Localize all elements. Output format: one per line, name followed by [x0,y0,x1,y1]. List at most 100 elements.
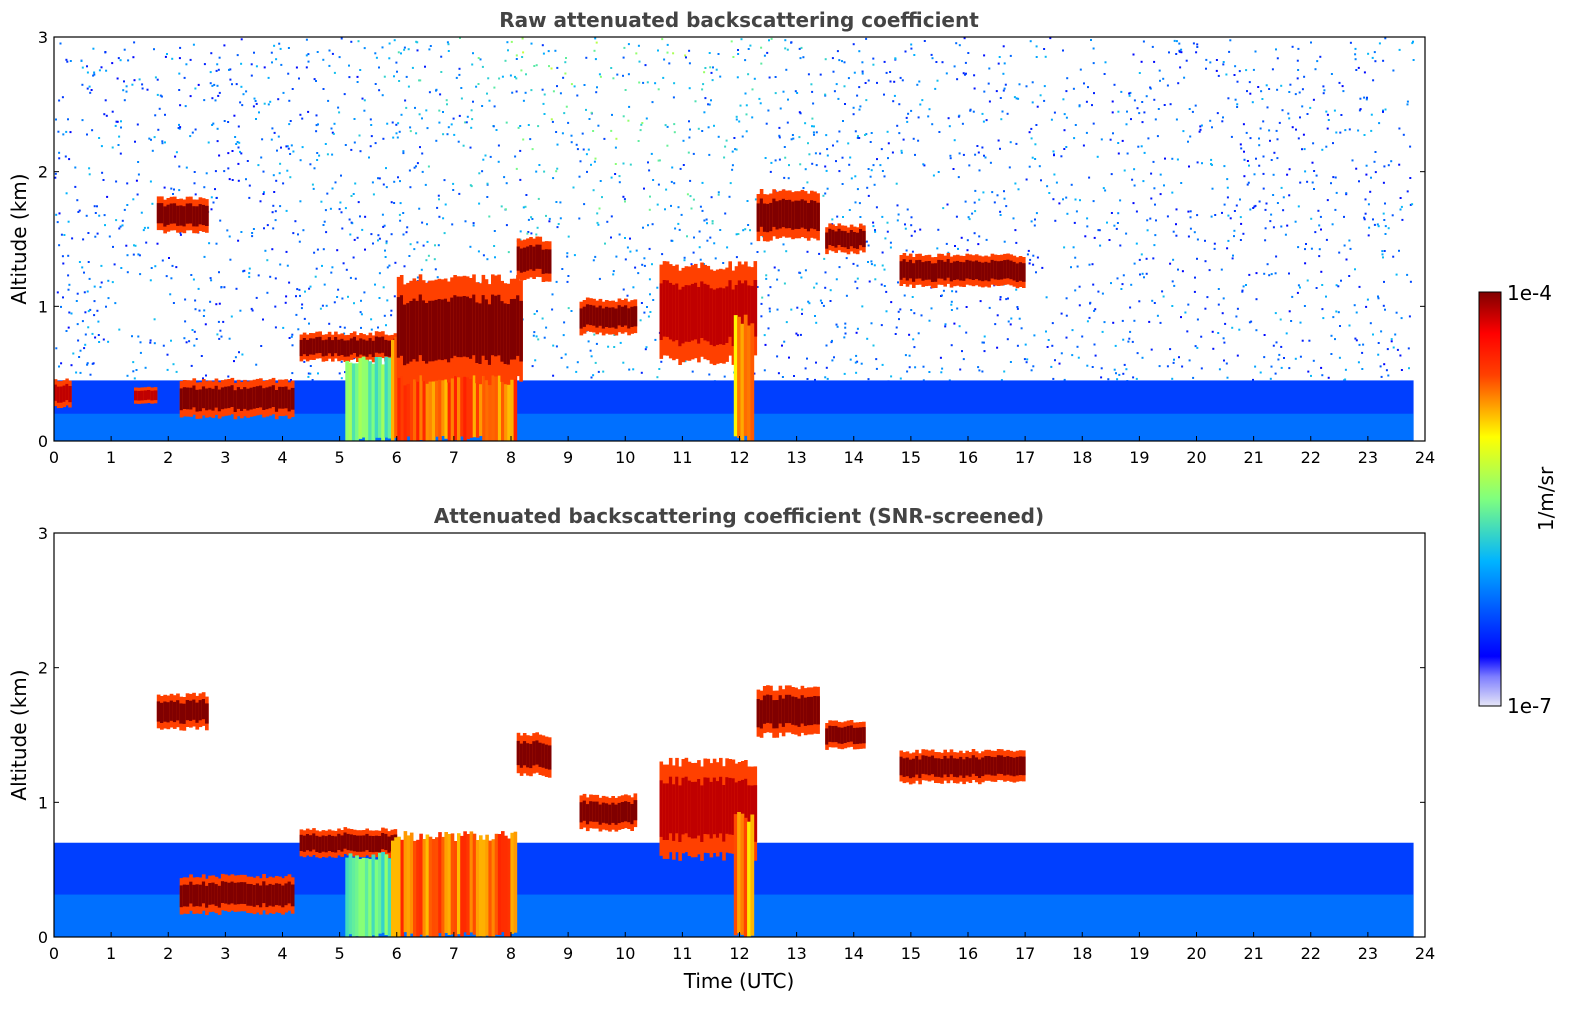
noise-cell [1074,289,1077,292]
noise-cell [673,123,676,126]
precip-cell [463,343,467,441]
noise-cell [559,201,562,204]
cloud-core [675,776,679,834]
noise-cell [1187,235,1190,238]
noise-cell [875,206,878,209]
precip-cell [747,325,751,441]
noise-cell [217,94,220,97]
noise-cell [238,141,241,144]
y-tick-label: 1 [38,793,48,812]
x-tick-label: 14 [844,944,864,963]
noise-cell [666,51,669,54]
noise-cell [950,300,953,303]
noise-cell [594,37,597,40]
noise-cell [735,148,738,151]
noise-cell [1047,339,1050,341]
noise-cell [1166,365,1169,368]
noise-cell [486,258,489,261]
noise-cell [627,73,630,76]
noise-cell [1086,225,1089,228]
noise-cell [271,61,273,64]
cloud-core [469,298,473,359]
noise-cell [906,120,909,123]
noise-cell [204,323,207,326]
noise-cell [844,326,847,329]
cloud-core [302,835,307,852]
noise-cell [1288,91,1291,93]
noise-cell [457,140,460,143]
precip-cell [425,834,430,936]
cloud-core [387,340,391,357]
noise-cell [592,189,595,192]
noise-cell [1299,116,1301,119]
noise-cell [616,73,619,76]
noise-cell [874,229,876,232]
x-tick-label: 13 [786,448,806,467]
noise-cell [759,102,762,105]
noise-cell [1005,205,1008,208]
noise-cell [1254,50,1257,53]
noise-cell [215,242,218,245]
noise-cell [1029,40,1032,43]
noise-cell [989,161,992,164]
noise-cell [427,165,430,168]
noise-cell [522,206,525,209]
noise-cell [208,242,211,245]
x-tick-label: 22 [1301,944,1321,963]
noise-cell [623,198,626,201]
noise-cell [123,99,126,102]
noise-cell [121,224,124,227]
noise-cell [573,85,576,88]
noise-cell [223,170,226,173]
noise-cell [836,215,839,218]
noise-cell [341,227,344,230]
noise-cell [223,44,226,47]
noise-cell [1015,142,1018,145]
noise-cell [251,309,254,312]
colorbar-min-label: 1e-7 [1507,694,1552,718]
noise-cell [58,157,61,160]
noise-cell [920,314,923,317]
noise-cell [274,219,277,222]
precip-cell [737,316,741,438]
noise-cell [241,353,244,356]
noise-cell [640,371,643,374]
noise-cell [67,118,69,121]
cloud-core [762,695,767,724]
noise-cell [371,181,374,184]
noise-cell [612,273,615,276]
noise-cell [126,374,129,377]
noise-cell [735,115,738,118]
noise-cell [567,121,570,124]
noise-cell [958,152,961,155]
noise-cell [601,196,603,199]
cloud-core [340,835,344,852]
noise-cell [78,209,81,212]
noise-cell [309,365,312,367]
noise-cell [119,152,122,155]
noise-cell [522,99,525,102]
noise-cell [1070,266,1072,269]
noise-cell [134,244,137,247]
cloud-core [927,756,932,776]
noise-cell [673,131,676,134]
noise-cell [391,121,394,124]
noise-cell [65,130,68,133]
precip-cell [488,840,492,937]
noise-cell [1146,229,1149,232]
noise-cell [1177,82,1180,85]
noise-cell [519,149,522,152]
noise-cell [722,262,725,264]
noise-cell [191,131,194,134]
noise-cell [551,293,554,296]
noise-cell [835,83,838,86]
noise-cell [203,309,206,312]
cloud-core [384,833,388,851]
noise-cell [1382,181,1385,184]
cloud-core [179,703,183,724]
noise-cell [570,134,573,137]
noise-cell [409,186,412,189]
noise-cell [993,201,996,204]
noise-cell [1062,49,1064,52]
precip-cell [494,344,499,441]
